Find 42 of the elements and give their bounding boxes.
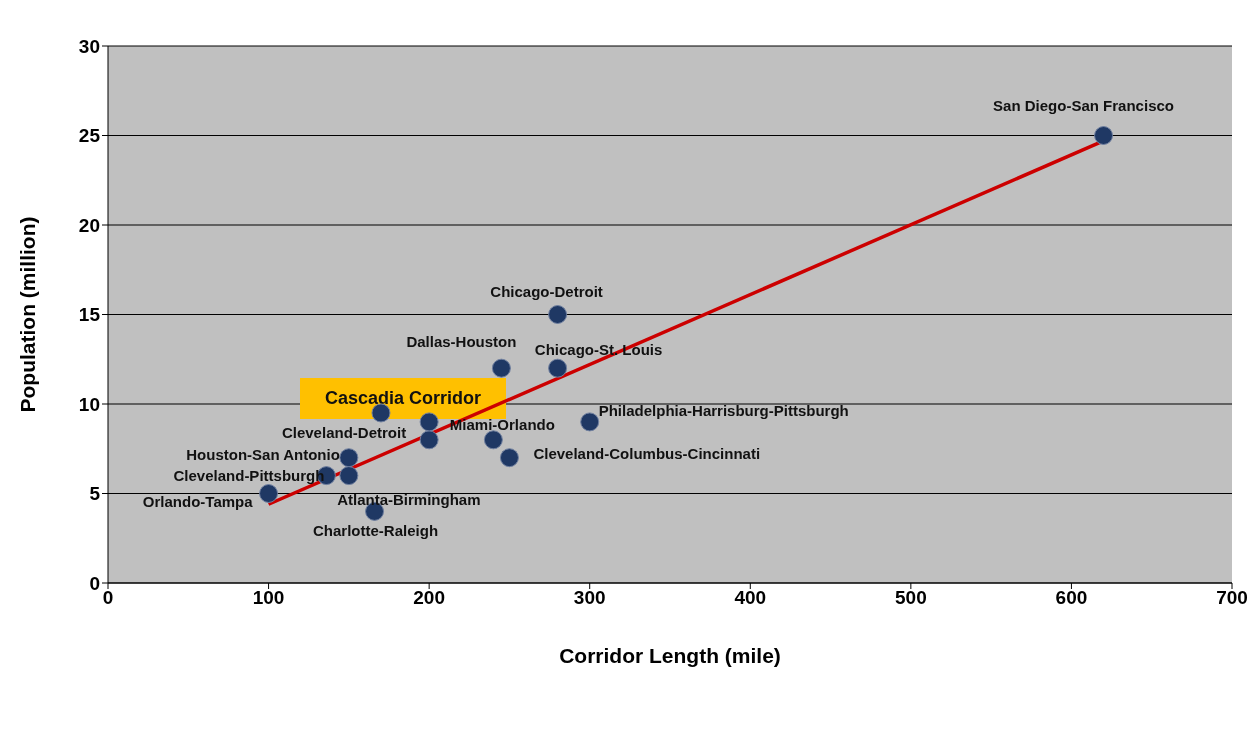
y-tick-label: 20 [78,214,100,236]
y-tick-label: 25 [78,125,101,147]
point [491,358,511,378]
point [1094,126,1114,145]
y-axis-title: Population (million) [16,216,40,413]
point [371,403,391,423]
annotation: Orlando-Tampa [142,493,254,510]
y-tick-label: 10 [78,393,100,415]
annotation: Chicago-Detroit [490,283,603,300]
annotation: Cleveland-Columbus-Cincinnati [533,445,761,463]
x-tick-label: 100 [252,587,285,609]
point [339,466,359,486]
x-tick-label: 700 [1216,587,1248,609]
x-tick-label: 400 [734,587,767,609]
y-tick-label: 5 [89,483,101,505]
annotation: Philadelphia-Harrisburg-Pittsburgh [598,402,849,420]
annotation: Cascadia Corridor [324,388,482,408]
annotation: Cleveland-Detroit [281,424,407,442]
point [483,430,503,450]
point [499,448,519,468]
point [548,305,568,324]
x-tick-label: 500 [895,587,927,609]
annotation: Atlanta-Birmingham [337,491,481,509]
point [339,448,359,468]
annotation: Miami-Orlando [449,416,555,434]
y-tick-label: 0 [89,572,100,594]
x-tick-label: 600 [1055,587,1088,609]
annotation: Chicago-St. Louis [534,340,663,358]
y-tick-label: 30 [78,35,100,57]
x-tick-label: 200 [413,587,445,609]
point [419,412,439,432]
point [548,358,568,378]
y-tick-label: 15 [78,304,101,326]
x-axis-title: Corridor Length (mile) [559,644,781,667]
annotation: Charlotte-Raleigh [313,521,439,539]
annotation: Dallas-Houston [406,332,517,350]
annotation: Houston-San Antonio [186,446,340,464]
x-tick-label: 300 [573,587,606,609]
point [419,430,439,450]
point [580,412,600,432]
point [259,484,279,503]
annotation: San Diego-San Francisco [993,97,1174,114]
